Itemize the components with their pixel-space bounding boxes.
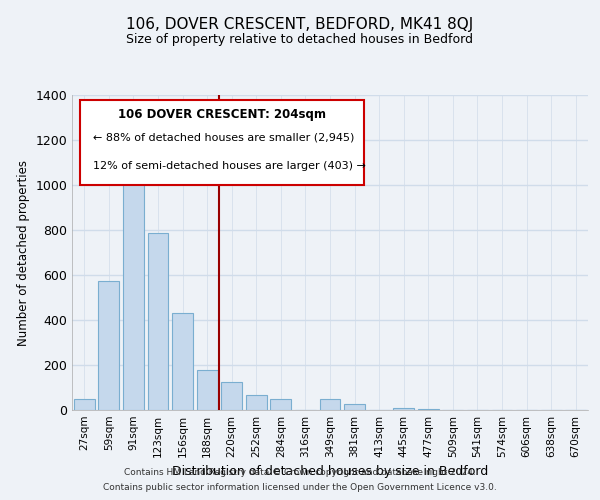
Bar (271, 399, 292, 410)
Text: Contains public sector information licensed under the Open Government Licence v3: Contains public sector information licen… (103, 483, 497, 492)
Bar (221, 382, 242, 410)
Bar (197, 370, 218, 410)
Bar (246, 396, 267, 410)
Text: 12% of semi-detached houses are larger (403) →: 12% of semi-detached houses are larger (… (92, 161, 365, 171)
Bar (98, 280, 119, 410)
Bar (123, 176, 144, 410)
Text: 106 DOVER CRESCENT: 204sqm: 106 DOVER CRESCENT: 204sqm (118, 108, 326, 120)
Y-axis label: Number of detached properties: Number of detached properties (17, 160, 30, 346)
FancyBboxPatch shape (80, 100, 364, 185)
Bar (148, 234, 169, 410)
Bar (320, 399, 340, 410)
Bar (172, 313, 193, 410)
Bar (418, 409, 439, 410)
Bar (74, 399, 95, 410)
Bar (344, 404, 365, 410)
Text: 106, DOVER CRESCENT, BEDFORD, MK41 8QJ: 106, DOVER CRESCENT, BEDFORD, MK41 8QJ (127, 18, 473, 32)
Bar (393, 408, 414, 410)
Text: ← 88% of detached houses are smaller (2,945): ← 88% of detached houses are smaller (2,… (92, 133, 354, 143)
Text: Size of property relative to detached houses in Bedford: Size of property relative to detached ho… (127, 32, 473, 46)
Text: Contains HM Land Registry data © Crown copyright and database right 2024.: Contains HM Land Registry data © Crown c… (124, 468, 476, 477)
X-axis label: Distribution of detached houses by size in Bedford: Distribution of detached houses by size … (172, 466, 488, 478)
